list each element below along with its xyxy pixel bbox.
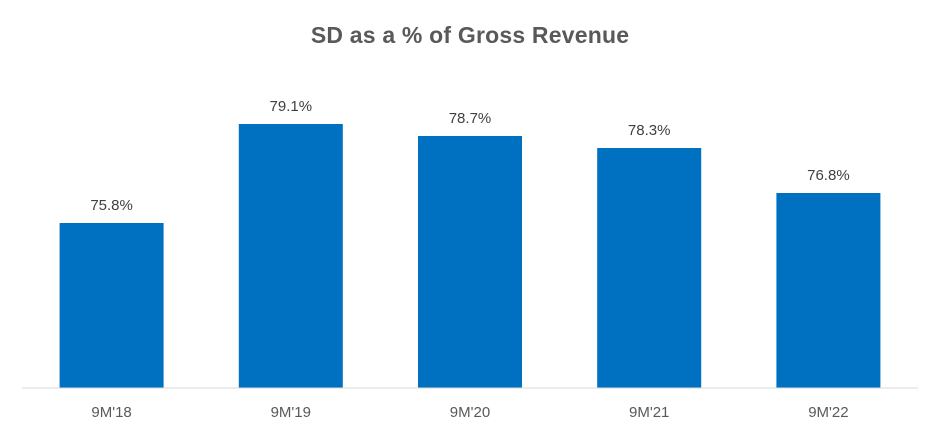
x-tick-label-2: 9M'20 bbox=[450, 404, 490, 421]
data-label-0: 75.8% bbox=[90, 197, 133, 214]
data-label-3: 78.3% bbox=[628, 122, 671, 139]
bar-0 bbox=[59, 223, 164, 388]
x-tick-label-1: 9M'19 bbox=[271, 404, 311, 421]
data-label-4: 76.8% bbox=[807, 167, 850, 184]
data-label-2: 78.7% bbox=[449, 110, 492, 127]
data-labels-group: 75.8% 79.1% 78.7% 78.3% 76.8% bbox=[90, 98, 849, 214]
bar-4 bbox=[776, 193, 881, 388]
chart-title: SD as a % of Gross Revenue bbox=[310, 22, 630, 48]
bar-1 bbox=[238, 124, 343, 388]
bars-group bbox=[59, 124, 881, 388]
bar-2 bbox=[418, 136, 522, 388]
x-tick-label-0: 9M'18 bbox=[91, 404, 131, 421]
x-tick-labels-group: 9M'18 9M'19 9M'20 9M'21 9M'22 bbox=[91, 404, 848, 421]
x-tick-label-4: 9M'22 bbox=[808, 404, 848, 421]
bar-3 bbox=[597, 148, 702, 388]
x-tick-label-3: 9M'21 bbox=[629, 404, 669, 421]
data-label-1: 79.1% bbox=[270, 98, 313, 115]
